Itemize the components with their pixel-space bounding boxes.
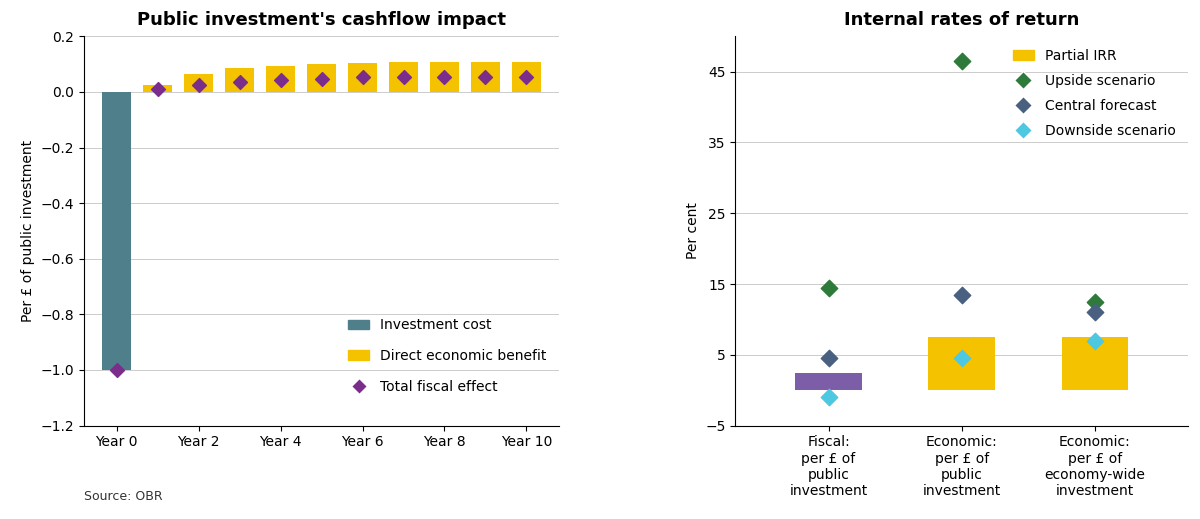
Downside scenario bbox=[1085, 336, 1104, 345]
Central forecast bbox=[820, 354, 839, 362]
Bar bbox=[472, 62, 499, 92]
Upside scenario bbox=[820, 283, 839, 292]
Downside scenario bbox=[820, 393, 839, 401]
Bar bbox=[430, 62, 458, 92]
Total fiscal effect bbox=[107, 366, 126, 374]
Total fiscal effect bbox=[517, 73, 536, 81]
Downside scenario bbox=[952, 354, 971, 362]
Title: Public investment's cashflow impact: Public investment's cashflow impact bbox=[137, 11, 506, 29]
Upside scenario bbox=[1085, 297, 1104, 306]
Central forecast bbox=[952, 291, 971, 299]
Total fiscal effect bbox=[353, 73, 372, 81]
Total fiscal effect bbox=[190, 81, 209, 89]
Bar bbox=[929, 337, 995, 390]
Bar bbox=[389, 62, 418, 92]
Total fiscal effect bbox=[230, 78, 250, 86]
Bar bbox=[266, 65, 295, 92]
Y-axis label: Per £ of public investment: Per £ of public investment bbox=[22, 140, 35, 322]
Y-axis label: Per cent: Per cent bbox=[685, 202, 700, 260]
Total fiscal effect bbox=[271, 76, 290, 85]
Bar bbox=[348, 63, 377, 92]
Bar bbox=[307, 64, 336, 92]
Upside scenario bbox=[952, 57, 971, 65]
Bar bbox=[1062, 337, 1128, 390]
Legend: Investment cost, Direct economic benefit, Total fiscal effect: Investment cost, Direct economic benefit… bbox=[343, 313, 552, 399]
Bar bbox=[185, 74, 214, 92]
Central forecast bbox=[1085, 308, 1104, 317]
Bar bbox=[512, 62, 541, 92]
Bar bbox=[102, 92, 131, 370]
Bar bbox=[796, 373, 862, 390]
Total fiscal effect bbox=[476, 73, 496, 81]
Total fiscal effect bbox=[394, 73, 413, 81]
Legend: Partial IRR, Upside scenario, Central forecast, Downside scenario: Partial IRR, Upside scenario, Central fo… bbox=[1007, 43, 1181, 144]
Title: Internal rates of return: Internal rates of return bbox=[844, 11, 1080, 29]
Text: Source: OBR: Source: OBR bbox=[84, 490, 163, 503]
Total fiscal effect bbox=[148, 85, 167, 93]
Bar bbox=[226, 69, 254, 92]
Total fiscal effect bbox=[312, 74, 331, 83]
Total fiscal effect bbox=[434, 73, 454, 81]
Bar bbox=[143, 85, 172, 92]
